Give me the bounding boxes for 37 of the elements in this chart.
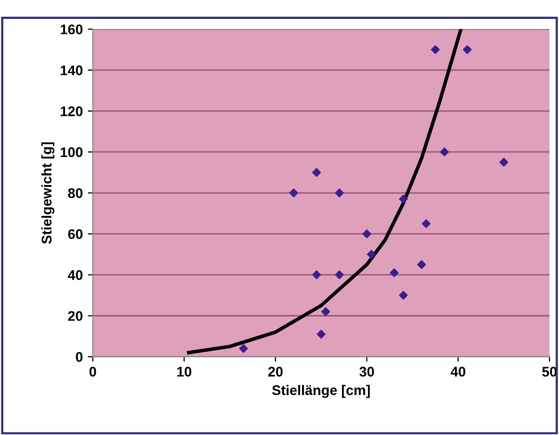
- point: [499, 158, 508, 167]
- y-tick-label: 80: [68, 188, 83, 198]
- point: [398, 194, 408, 204]
- point: [362, 229, 372, 238]
- x-tick-label: 20: [268, 366, 283, 377]
- point: [390, 268, 399, 278]
- point: [321, 307, 330, 316]
- x-axis-title: Stiellänge [cm]: [272, 384, 370, 398]
- point: [417, 260, 426, 269]
- x-tick-label: 10: [177, 366, 192, 377]
- y-tick-label: 100: [60, 147, 83, 158]
- point: [289, 188, 298, 198]
- point: [316, 330, 326, 339]
- point: [462, 45, 472, 54]
- point: [239, 344, 248, 353]
- y-tick-label: 140: [60, 65, 83, 76]
- point: [422, 219, 431, 228]
- point: [398, 290, 408, 300]
- point: [335, 270, 344, 280]
- x-tick-label: 40: [450, 366, 466, 377]
- x-tick-label: 50: [542, 366, 557, 377]
- y-tick-label: 60: [68, 229, 83, 240]
- y-tick-label: 0: [76, 352, 83, 362]
- point: [312, 168, 321, 177]
- y-tick-label: 120: [60, 106, 83, 116]
- x-tick-label: 30: [359, 366, 374, 377]
- point: [367, 250, 376, 259]
- y-tick-label: 160: [60, 24, 83, 34]
- y-tick-label: 20: [68, 311, 83, 321]
- line-series: [186, 29, 463, 354]
- point: [312, 270, 321, 280]
- y-axis-title: Stielgewicht [g]: [41, 142, 54, 244]
- point: [430, 45, 440, 54]
- x-tick-label: 0: [89, 366, 96, 377]
- point: [335, 188, 344, 198]
- y-tick-label: 40: [68, 270, 83, 280]
- point: [440, 148, 449, 156]
